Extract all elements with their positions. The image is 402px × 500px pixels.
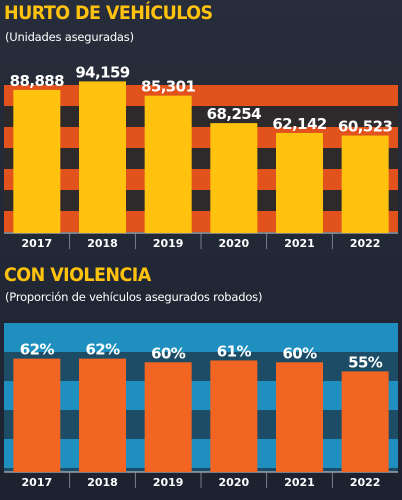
chart1-stripe	[4, 190, 398, 211]
chart2-value-label: 62%	[85, 341, 120, 359]
chart1-bar	[144, 95, 192, 233]
chart1-value-label: 68,254	[207, 105, 261, 123]
chart1-value-label: 85,301	[141, 78, 195, 96]
chart1-bar	[13, 89, 61, 233]
chart1-x-tick-label: 2022	[350, 237, 381, 250]
chart1-x-tick-label: 2017	[22, 237, 53, 250]
chart1-bar	[79, 81, 126, 233]
chart1-x-tick-label: 2019	[153, 237, 184, 250]
chart1-title: HURTO DE VEHÍCULOS	[4, 2, 213, 24]
chart2-value-label: 60%	[151, 344, 186, 362]
chart1-value-label: 94,159	[75, 63, 129, 81]
chart1-x-tick-label: 2020	[219, 237, 250, 250]
chart2-bar	[210, 360, 258, 472]
chart2-value-label: 55%	[348, 353, 383, 371]
chart1-subtitle: (Unidades aseguradas)	[5, 30, 134, 44]
chart2-plot: 62% 2017 62% 2018 60% 2019 61% 2020 60% 2021 55% 20…	[4, 323, 398, 489]
chart1-x-tick-label: 2018	[87, 237, 118, 250]
chart2-value-label: 62%	[20, 341, 55, 359]
chart1-value-label: 88,888	[10, 72, 64, 90]
chart2-bar	[13, 358, 61, 472]
chart2-bar	[79, 358, 126, 472]
chart2-bar	[144, 362, 192, 472]
chart2-stripe	[4, 381, 398, 410]
chart1-stripe	[4, 148, 398, 169]
chart2-x-tick-label: 2022	[350, 476, 381, 489]
chart1-bar	[210, 123, 258, 233]
chart2-x-tick-label: 2017	[22, 476, 53, 489]
chart2-stripe	[4, 410, 398, 439]
chart1-plot: 88,888 2017 94,159 2018 85,301 2019 68,254 2020…	[4, 63, 398, 250]
chart2-x-tick-label: 2018	[87, 476, 118, 489]
chart1-value-label: 60,523	[338, 118, 392, 136]
chart1-bar	[341, 135, 389, 233]
chart1-x-tick-label: 2021	[284, 237, 315, 250]
chart2-bar	[341, 371, 389, 472]
chart2-stripe	[4, 323, 398, 352]
chart1-stripe	[4, 211, 398, 232]
chart2-stripe	[4, 468, 398, 472]
chart2-value-label: 60%	[282, 344, 317, 362]
chart2-stripe	[4, 352, 398, 381]
chart2-x-tick-label: 2020	[219, 476, 250, 489]
chart2-stripes	[4, 323, 398, 472]
chart2-stripe	[4, 439, 398, 468]
chart2-bar	[276, 362, 323, 472]
chart1-stripe	[4, 169, 398, 190]
chart2-value-label: 61%	[217, 342, 252, 360]
chart2-x-tick-label: 2021	[284, 476, 315, 489]
chart1-bar	[276, 132, 323, 233]
chart2-x-tick-label: 2019	[153, 476, 184, 489]
chart1-value-label: 62,142	[272, 115, 326, 133]
chart1-stripes	[4, 85, 398, 233]
chart2-subtitle: (Proporción de vehículos asegurados roba…	[5, 290, 263, 304]
chart2-title: CON VIOLENCIA	[4, 264, 151, 286]
